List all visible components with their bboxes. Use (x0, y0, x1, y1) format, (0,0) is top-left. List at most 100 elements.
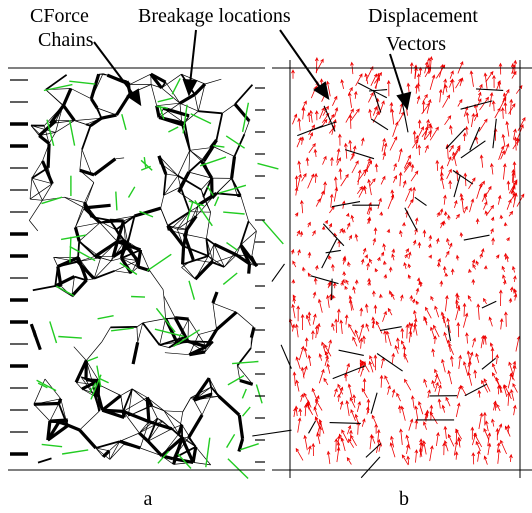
displacement-vector (399, 229, 403, 237)
displacement-vector (300, 366, 305, 379)
displacement-vector (348, 295, 354, 311)
displacement-vector (377, 256, 381, 262)
displacement-vector (443, 331, 448, 343)
displacement-vector (381, 137, 386, 152)
contact-line (42, 143, 50, 162)
displacement-vector (314, 110, 319, 121)
contact-line (140, 447, 162, 457)
displacement-vector (448, 342, 454, 355)
displacement-vector (502, 274, 506, 282)
displacement-vector (475, 260, 480, 266)
displacement-vector (511, 265, 516, 273)
displacement-vector (368, 206, 373, 216)
displacement-vector (371, 414, 377, 425)
force-chain (150, 72, 167, 84)
displacement-vector (310, 85, 317, 99)
contact-line (205, 237, 215, 245)
displacement-vector (414, 419, 419, 430)
force-chain (84, 203, 111, 210)
displacement-vector (398, 405, 402, 414)
displacement-vector (456, 321, 461, 338)
force-chain (237, 414, 245, 440)
contact-line (181, 267, 196, 280)
displacement-vector (345, 400, 350, 416)
displacement-vector (441, 220, 446, 226)
contact-line (75, 222, 100, 228)
displacement-vector (402, 345, 407, 360)
displacement-vector (505, 254, 510, 263)
contact-line (212, 303, 217, 330)
contact-line (67, 425, 80, 431)
force-chain (247, 263, 252, 274)
contact-line (142, 318, 166, 324)
displacement-vector (513, 275, 517, 282)
breakage-line (140, 159, 153, 171)
breakage-line (475, 88, 504, 91)
contact-line (43, 125, 50, 144)
force-chain (215, 310, 238, 331)
breakage-line (206, 185, 214, 196)
displacement-vector (434, 305, 440, 318)
contact-line (29, 178, 33, 200)
displacement-vector (297, 160, 301, 174)
displacement-vector (368, 92, 374, 103)
displacement-vector (454, 451, 459, 460)
displacement-vector (387, 384, 391, 395)
displacement-vector (340, 79, 345, 89)
displacement-vector (353, 90, 358, 99)
displacement-vector (418, 401, 424, 415)
displacement-vector (400, 327, 405, 339)
displacement-vector (467, 295, 472, 302)
displacement-vector (444, 115, 452, 126)
displacement-vector (313, 277, 318, 285)
displacement-vector (476, 98, 482, 108)
breakage-line (49, 321, 58, 344)
contact-line (204, 78, 222, 85)
displacement-vector (423, 421, 427, 430)
breakage-line (58, 335, 82, 339)
breakage-line (453, 174, 461, 198)
contact-line (31, 160, 43, 179)
force-chain (213, 242, 238, 257)
displacement-vector (431, 379, 435, 389)
force-chain (46, 420, 52, 441)
displacement-vector (450, 268, 455, 275)
contact-line (193, 259, 214, 264)
displacement-vector (493, 401, 498, 411)
force-chain (102, 449, 111, 458)
displacement-vector (471, 278, 476, 285)
displacement-vector (477, 91, 482, 101)
contact-line (177, 175, 181, 188)
displacement-vector (424, 411, 428, 421)
displacement-vector (307, 112, 311, 123)
contact-line (188, 150, 191, 173)
contact-line (90, 73, 104, 99)
force-chain (202, 145, 215, 162)
displacement-vector (324, 344, 332, 357)
contact-line (194, 94, 199, 112)
displacement-vector (360, 258, 365, 265)
displacement-vector (405, 323, 410, 339)
breakage-line (464, 383, 488, 397)
contact-line (55, 120, 75, 133)
contact-line (188, 334, 199, 355)
displacement-vector (368, 108, 372, 119)
breakage-line (69, 236, 72, 263)
displacement-vector (475, 217, 480, 225)
contact-line (179, 186, 191, 213)
displacement-vector (364, 72, 369, 85)
displacement-vector (508, 210, 514, 217)
displacement-vector (347, 424, 352, 435)
breakage-line (460, 140, 486, 159)
contact-line (57, 260, 79, 268)
displacement-vector (292, 297, 297, 304)
displacement-vector (436, 431, 440, 447)
displacement-vector (498, 289, 503, 307)
displacement-vector (328, 254, 332, 260)
displacement-vector (511, 64, 516, 74)
contact-line (163, 295, 166, 319)
contact-line (147, 417, 159, 442)
displacement-vector (366, 398, 371, 413)
force-chain (193, 392, 213, 402)
